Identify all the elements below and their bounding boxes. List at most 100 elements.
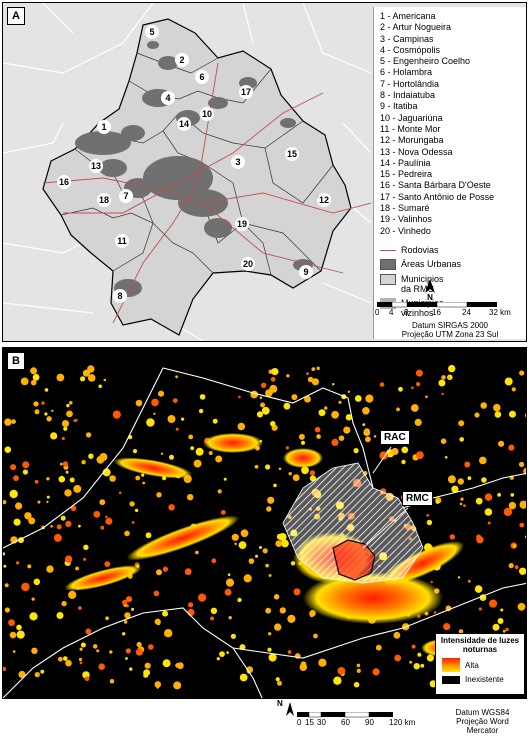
light-dot [448,364,456,373]
light-dot [365,394,374,403]
light-dot [224,588,232,596]
light-dot [99,499,106,506]
light-dot [34,479,39,484]
light-dot [61,436,65,441]
light-dot [210,616,215,621]
light-dot [275,677,280,682]
light-dot [396,407,400,412]
light-dot [156,569,162,576]
light-dot [479,456,487,465]
light-dot [122,599,128,606]
light-dot [219,651,225,657]
light-dot [519,370,525,376]
panel-label: B [7,352,25,370]
light-dot [524,413,526,418]
light-dot [4,607,10,613]
light-dot [9,631,17,639]
light-dot [68,590,77,599]
light-dot [511,387,516,392]
light-dot [345,414,353,421]
light-dot [215,455,223,463]
light-dot [30,379,37,386]
light-dot [379,451,388,460]
light-dot [228,616,232,620]
light-dot [105,616,109,621]
light-dot [474,412,480,418]
light-dot [58,475,66,483]
light-dot [50,525,53,528]
light-dot [3,552,6,556]
light-dot [372,668,380,676]
light-dot [268,574,272,577]
light-dot [41,401,45,405]
municipality-map [3,3,371,341]
light-dot [15,502,23,510]
light-dot [135,475,141,481]
list-item: 10 - Jaguariúna [380,112,443,123]
rmc-label: RMC [402,491,433,506]
light-dot [69,477,75,483]
list-item: 9 - Itatiba [380,101,418,112]
light-dot [148,644,154,650]
light-dot [56,373,65,382]
map-number: 18 [97,193,111,207]
light-dot [332,383,335,386]
light-dot [447,475,456,484]
light-dot [135,399,143,407]
light-dot [74,418,78,422]
light-dot [34,409,40,415]
light-dot [234,542,237,546]
light-dot [514,565,519,570]
light-dot [16,630,25,639]
light-dot [169,454,174,460]
light-dot [112,410,121,419]
light-dot [426,654,434,662]
light-dot [142,481,146,485]
light-dot [433,611,437,614]
light-dot [487,521,491,525]
light-dot [316,366,320,370]
north-arrow-icon [425,279,435,293]
light-dot [269,384,278,393]
light-dot [168,504,175,511]
light-dot [79,647,83,651]
light-dot [66,410,73,418]
light-dot [301,466,309,475]
light-dot [500,608,504,612]
light-dot [362,407,370,415]
light-dot [22,461,30,469]
list-item: 2 - Artur Nogueira [380,22,452,33]
map-number: 7 [119,189,133,203]
light-dot [33,401,39,407]
light-dot [78,606,82,610]
light-dot [87,374,96,382]
list-item: 11 - Monte Mor [380,123,441,134]
light-dot [109,679,115,684]
light-dot [309,470,316,476]
light-dot [390,451,393,455]
light-dot [281,539,289,548]
map-number: 13 [89,159,103,173]
light-dot [238,541,247,549]
light-dot [262,548,268,554]
list-item: 14 - Paulínia [380,157,431,168]
light-dot [231,533,239,541]
light-dot [157,390,165,397]
light-dot [153,590,160,597]
light-dot [124,612,131,619]
light-dot [44,412,48,416]
light-dot [173,681,182,690]
light-dot [316,434,321,439]
light-dot [188,602,194,608]
light-dot [338,400,342,404]
light-dot [333,676,342,685]
light-dot [331,410,339,419]
light-dot [508,563,514,569]
light-dot [98,384,102,389]
light-dot [88,453,94,459]
light-dot [78,524,81,528]
light-dot [356,663,361,668]
light-dot [103,378,107,382]
light-dot [240,529,249,538]
list-item: 16 - Santa Bárbara D'Oeste [380,180,491,191]
